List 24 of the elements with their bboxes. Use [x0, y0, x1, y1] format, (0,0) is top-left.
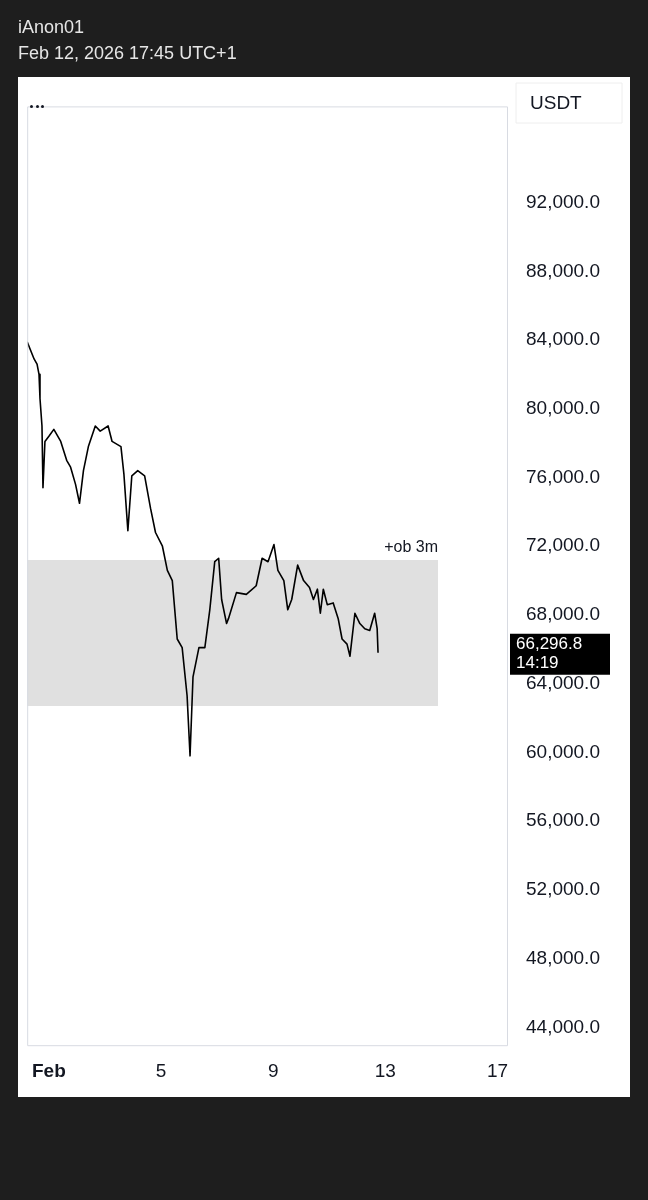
y-tick-label: 72,000.0 [526, 534, 600, 556]
x-tick-label: 5 [155, 1059, 167, 1081]
x-tick-label: Feb [32, 1059, 66, 1081]
x-tick-label: 17 [486, 1059, 509, 1081]
y-tick-label: 88,000.0 [526, 259, 600, 281]
text: 14:19 [516, 653, 559, 673]
y-tick-label: 80,000.0 [526, 397, 600, 419]
y-tick-label: 84,000.0 [526, 328, 600, 350]
y-tick-label: 64,000.0 [526, 671, 600, 693]
band-label: +ob 3m [384, 538, 438, 556]
y-tick-label: 60,000.0 [526, 740, 600, 762]
y-tick-label: 44,000.0 [526, 1015, 600, 1037]
y-axis-title: USDT [530, 92, 583, 114]
y-tick-label: 56,000.0 [526, 809, 600, 831]
x-tick-label: 13 [374, 1059, 396, 1081]
chart-title: iAnon01 [18, 16, 86, 39]
y-tick-label: 52,000.0 [526, 878, 600, 900]
y-tick-label: 68,000.0 [526, 603, 600, 625]
chart-subtitle: Feb 12, 2026 17:45 UTC+1 [18, 42, 237, 65]
y-tick-label: 92,000.0 [526, 190, 600, 212]
text: 66,296.8 [516, 634, 583, 654]
y-tick-label: 48,000.0 [526, 946, 600, 968]
x-tick-label: 9 [267, 1059, 279, 1081]
y-tick-label: 76,000.0 [526, 465, 600, 487]
